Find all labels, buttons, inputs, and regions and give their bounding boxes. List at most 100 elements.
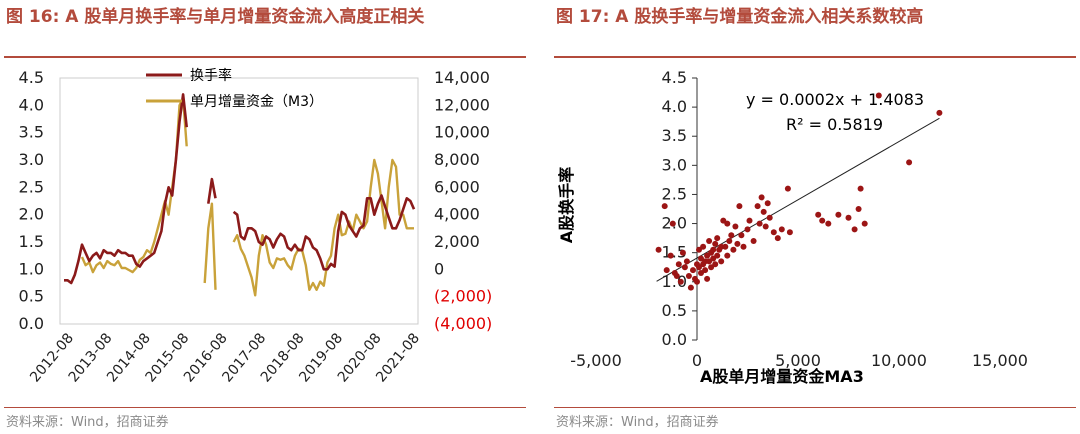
x-tick-label: -5,000 — [570, 351, 622, 370]
scatter-point — [677, 278, 684, 285]
y-tick-label: 3.5 — [662, 126, 687, 145]
scatter-point — [724, 252, 731, 259]
scatter-point — [754, 203, 761, 210]
scatter-point — [706, 238, 713, 244]
y-tick-label: 0.0 — [662, 330, 687, 349]
scatter-point — [750, 238, 757, 244]
x-tick-label: 10,000 — [871, 351, 927, 370]
left-source-note: 资料来源：Wind，招商证券 — [6, 415, 169, 430]
y-tick-label: 0.5 — [662, 301, 687, 320]
scatter-point — [667, 252, 674, 259]
y-right-tick-label: 14,000 — [434, 68, 490, 87]
right-source-note: 资料来源：Wind，招商证券 — [556, 415, 719, 430]
y-left-tick-label: 0.5 — [19, 287, 44, 306]
trendline-equation: y = 0.0002x + 1.4083 — [746, 90, 924, 109]
y-right-tick-label: 2,000 — [434, 232, 480, 251]
scatter-point — [700, 243, 707, 250]
scatter-point — [764, 200, 771, 207]
right-figure-panel: 图 17: A 股换手率与增量资金流入相关系数较高 4.5 4.0 3.5 3.0 2.… — [550, 0, 1080, 434]
y-left-tick-label: 1.5 — [19, 232, 44, 251]
y-right-tick-label: 6,000 — [434, 177, 480, 196]
scatter-point — [760, 208, 767, 215]
y-tick-label: 1.5 — [662, 243, 687, 262]
y-axis-title: A股换手率 — [557, 167, 576, 243]
scatter-point — [857, 185, 864, 192]
y-left-tick-label: 1.0 — [19, 259, 44, 278]
scatter-point — [766, 214, 773, 221]
scatter-point — [774, 235, 781, 242]
x-axis-title: A股单月增量资金MA3 — [700, 367, 864, 386]
scatter-point — [770, 229, 777, 236]
scatter-point — [696, 246, 702, 253]
scatter-point — [724, 220, 731, 227]
scatter-point — [732, 223, 739, 230]
x-tick-label: 15,000 — [972, 351, 1028, 370]
scatter-point — [825, 220, 832, 227]
y-right-tick-label: (2,000) — [434, 287, 492, 306]
y-tick-label: 4.5 — [662, 68, 687, 87]
right-scatter-chart: 4.54.03.53.02.52.01.51.00.50.0-5,00005,0… — [557, 68, 1028, 386]
y-right-tick-label: 10,000 — [434, 123, 490, 142]
y-left-tick-label: 3.5 — [19, 123, 44, 142]
y-left-tick-label: 0.0 — [19, 314, 44, 333]
legend-label: 换手率 — [190, 67, 232, 84]
r-squared-label: R² = 0.5819 — [786, 115, 883, 134]
scatter-point — [663, 267, 670, 274]
scatter-point — [875, 92, 882, 99]
right-source-rule — [554, 407, 1076, 408]
left-figure-title: 图 16: A 股单月换手率与单月增量资金流入高度正相关 — [6, 7, 425, 27]
left-source-rule — [4, 407, 526, 408]
trendline — [656, 117, 940, 282]
scatter-point — [661, 203, 668, 210]
scatter-point — [679, 249, 686, 256]
scatter-point — [728, 232, 735, 239]
y-tick-label: 1.0 — [662, 272, 687, 291]
series-line-turnover — [64, 93, 416, 285]
scatter-point — [819, 217, 826, 224]
y-left-tick-label: 4.0 — [19, 95, 44, 114]
x-tick-label: 5,000 — [775, 351, 821, 370]
scatter-point — [704, 275, 711, 282]
scatter-point — [722, 243, 729, 250]
scatter-point — [756, 220, 763, 227]
y-left-tick-label: 4.5 — [19, 68, 44, 87]
scatter-point — [714, 235, 721, 242]
y-left-tick-label: 3.0 — [19, 150, 44, 169]
left-plot-frame — [59, 77, 419, 325]
scatter-point — [675, 261, 682, 268]
scatter-point — [673, 273, 680, 279]
scatter-point — [861, 220, 868, 227]
y-left-tick-label: 2.0 — [19, 205, 44, 224]
y-tick-label: 2.5 — [662, 184, 687, 203]
y-right-tick-label: 0 — [434, 259, 444, 278]
left-figure-panel: 图 16: A 股单月换手率与单月增量资金流入高度正相关 4.5 4.0 3.5 3.… — [0, 0, 530, 434]
scatter-point — [845, 214, 852, 221]
scatter-point — [734, 240, 741, 247]
scatter-point — [712, 261, 719, 268]
series-line-inflow — [80, 97, 414, 297]
scatter-point — [694, 278, 700, 285]
scatter-point — [681, 264, 688, 271]
scatter-point — [710, 246, 717, 253]
y-right-tick-label: 8,000 — [434, 150, 480, 169]
y-tick-label: 4.0 — [662, 97, 687, 116]
scatter-point — [855, 206, 862, 212]
scatter-point — [786, 229, 793, 236]
scatter-point — [683, 258, 690, 265]
scatter-point — [730, 246, 737, 253]
scatter-point — [718, 258, 725, 265]
y-right-tick-label: 4,000 — [434, 205, 480, 224]
scatter-point — [936, 109, 943, 116]
scatter-point — [712, 240, 719, 247]
scatter-point — [740, 243, 747, 250]
scatter-point — [702, 267, 709, 274]
scatter-point — [815, 211, 822, 218]
left-title-rule — [4, 56, 526, 58]
scatter-point — [738, 232, 745, 239]
scatter-point — [835, 211, 842, 218]
scatter-point — [744, 226, 751, 233]
y-left-tick-label: 2.5 — [19, 177, 44, 196]
scatter-point — [669, 220, 676, 227]
y-right-tick-label: 12,000 — [434, 95, 490, 114]
scatter-point — [758, 194, 765, 201]
